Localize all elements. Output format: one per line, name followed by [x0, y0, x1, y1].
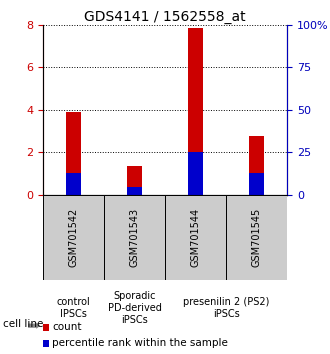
Title: GDS4141 / 1562558_at: GDS4141 / 1562558_at — [84, 10, 246, 24]
Text: presenilin 2 (PS2)
iPSCs: presenilin 2 (PS2) iPSCs — [183, 297, 269, 319]
Bar — [66, 112, 81, 195]
Text: Sporadic
PD-derived
iPSCs: Sporadic PD-derived iPSCs — [108, 291, 161, 325]
Text: GSM701543: GSM701543 — [129, 207, 140, 267]
Bar — [127, 166, 142, 195]
Text: count: count — [52, 322, 82, 332]
Bar — [249, 173, 264, 195]
Bar — [188, 28, 203, 195]
Bar — [43, 195, 104, 280]
Bar — [165, 195, 226, 280]
Bar — [249, 136, 264, 195]
Bar — [66, 173, 81, 195]
Bar — [188, 152, 203, 195]
Bar — [226, 195, 287, 280]
Text: percentile rank within the sample: percentile rank within the sample — [52, 338, 228, 348]
Bar — [127, 187, 142, 195]
Text: GSM701545: GSM701545 — [251, 207, 262, 267]
Text: control
IPSCs: control IPSCs — [56, 297, 90, 319]
Bar — [104, 195, 165, 280]
Text: cell line: cell line — [3, 319, 44, 329]
Text: GSM701544: GSM701544 — [190, 207, 201, 267]
Text: GSM701542: GSM701542 — [68, 207, 79, 267]
